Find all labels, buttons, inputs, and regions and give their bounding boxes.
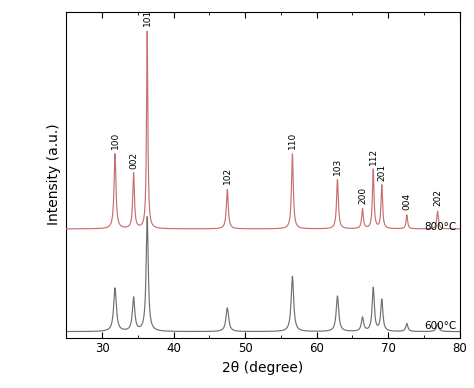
Text: 110: 110 xyxy=(288,132,297,149)
Text: 100: 100 xyxy=(110,132,119,149)
Text: 800°C: 800°C xyxy=(424,222,456,232)
Text: 201: 201 xyxy=(377,163,386,180)
Text: 202: 202 xyxy=(433,189,442,206)
Text: 103: 103 xyxy=(333,158,342,175)
Text: 600°C: 600°C xyxy=(424,320,456,331)
Y-axis label: Intensity (a.u.): Intensity (a.u.) xyxy=(47,124,61,225)
Text: 002: 002 xyxy=(129,152,138,169)
Text: 112: 112 xyxy=(369,147,378,165)
Text: 101: 101 xyxy=(143,9,152,26)
X-axis label: 2θ (degree): 2θ (degree) xyxy=(222,361,304,375)
Text: 102: 102 xyxy=(223,167,232,184)
Text: 004: 004 xyxy=(402,193,411,210)
Text: 200: 200 xyxy=(358,187,367,204)
